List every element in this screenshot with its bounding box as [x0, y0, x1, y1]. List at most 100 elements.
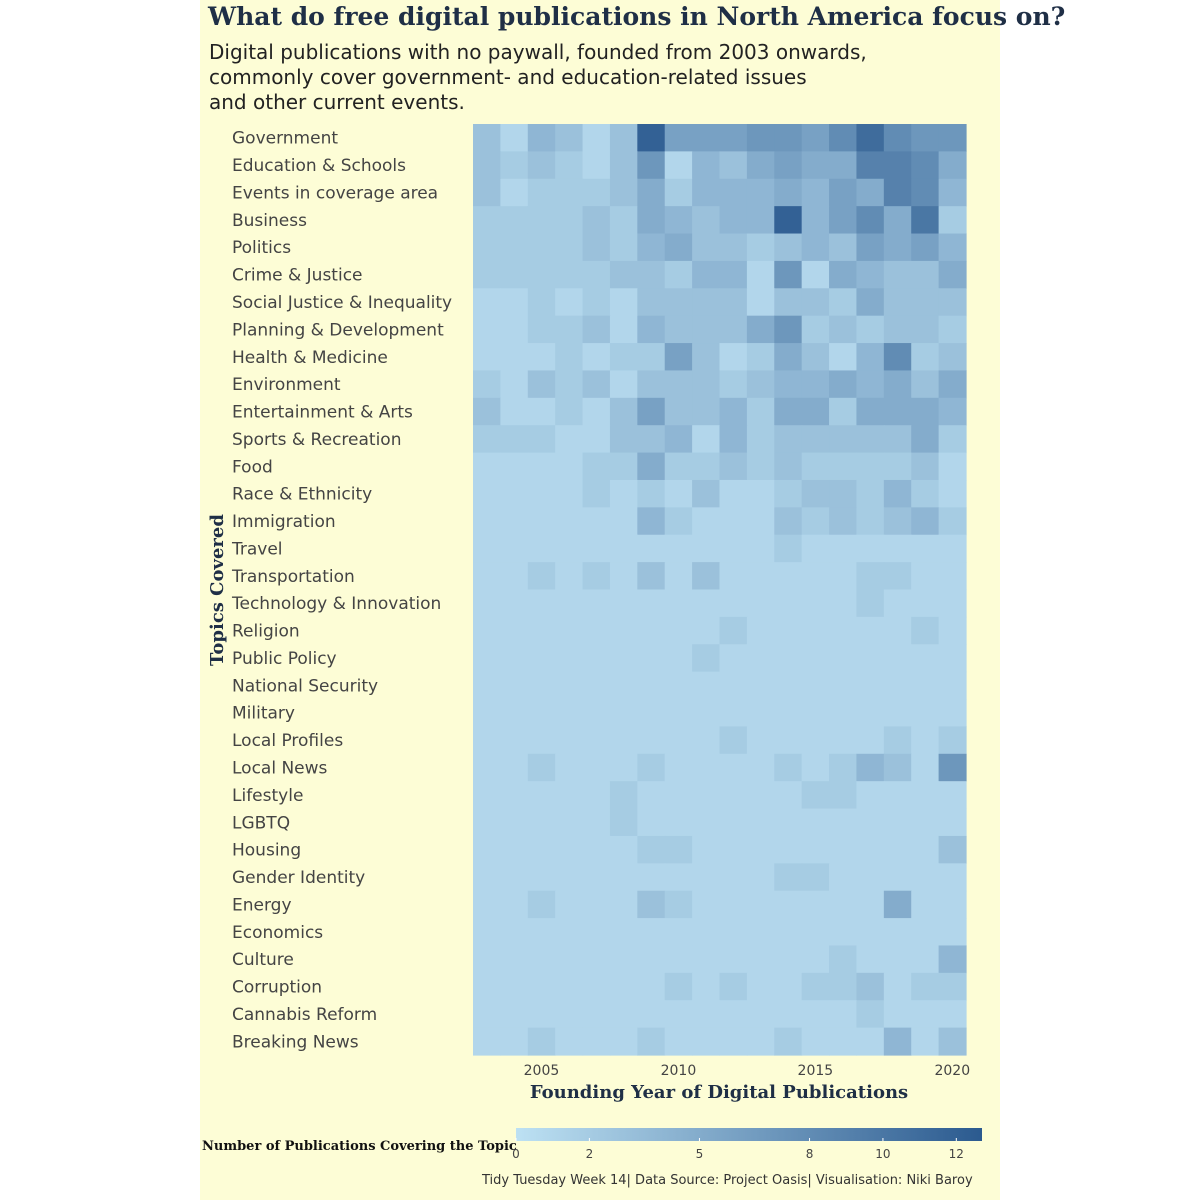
heatmap-cell	[829, 288, 858, 317]
subtitle-line: commonly cover government- and education…	[209, 65, 807, 89]
heatmap-cell	[500, 835, 529, 864]
heatmap-cell	[856, 699, 885, 728]
heatmap-cell	[829, 1027, 858, 1056]
heatmap-cell	[473, 425, 501, 454]
y-tick-label: Energy	[232, 895, 292, 915]
heatmap-cell	[582, 397, 611, 426]
heatmap-cell	[774, 918, 803, 947]
heatmap-cell	[527, 370, 556, 399]
heatmap-cell	[938, 206, 967, 235]
heatmap-cell	[500, 616, 529, 645]
heatmap-cell	[664, 479, 693, 508]
heatmap-cell	[746, 233, 775, 262]
heatmap-cell	[692, 315, 721, 344]
heatmap-cell	[883, 781, 912, 810]
heatmap-cell	[911, 124, 940, 152]
heatmap-cell	[883, 918, 912, 947]
heatmap-cell	[609, 260, 638, 289]
legend-tick-label: 8	[806, 1147, 814, 1161]
heatmap-cell	[500, 260, 529, 289]
heatmap-cell	[801, 315, 830, 344]
heatmap-cell	[719, 753, 748, 782]
heatmap-cell	[527, 918, 556, 947]
heatmap-cell	[938, 534, 967, 563]
heatmap-cell	[500, 233, 529, 262]
heatmap-cell	[582, 589, 611, 618]
heatmap-cell	[938, 260, 967, 289]
heatmap-cell	[774, 671, 803, 700]
y-tick-label: Politics	[232, 238, 291, 258]
heatmap-cell	[746, 835, 775, 864]
heatmap-cell	[746, 260, 775, 289]
x-tick-label: 2005	[524, 1063, 560, 1079]
heatmap-cell	[829, 151, 858, 180]
heatmap-cell	[637, 890, 666, 919]
heatmap-cell	[801, 972, 830, 1001]
heatmap-cell	[555, 699, 584, 728]
heatmap-cell	[801, 233, 830, 262]
heatmap-cell	[555, 452, 584, 481]
heatmap-cell	[500, 534, 529, 563]
heatmap-cell	[637, 260, 666, 289]
heatmap-cell	[609, 726, 638, 755]
heatmap-cell	[582, 808, 611, 837]
heatmap-cell	[500, 726, 529, 755]
heatmap-cell	[692, 781, 721, 810]
heatmap-cell	[883, 151, 912, 180]
heatmap-cell	[692, 233, 721, 262]
y-tick-label: Cannabis Reform	[232, 1005, 377, 1025]
heatmap-cell	[527, 616, 556, 645]
heatmap-cell	[609, 863, 638, 892]
heatmap-cell	[473, 753, 501, 782]
heatmap-cell	[500, 918, 529, 947]
heatmap-cell	[938, 835, 967, 864]
heatmap-cell	[938, 863, 967, 892]
heatmap-cell	[938, 1000, 967, 1029]
heatmap-cell	[500, 699, 529, 728]
y-tick-label: Planning & Development	[232, 320, 444, 340]
heatmap-cell	[883, 370, 912, 399]
heatmap-cell	[746, 671, 775, 700]
heatmap-cell	[774, 863, 803, 892]
heatmap-cell	[746, 945, 775, 974]
heatmap-cell	[856, 315, 885, 344]
heatmap-cell	[856, 562, 885, 591]
heatmap-cell	[555, 343, 584, 372]
heatmap-cell	[719, 124, 748, 152]
heatmap-cell	[774, 890, 803, 919]
heatmap-cell	[637, 699, 666, 728]
heatmap-cell	[500, 753, 529, 782]
x-tick-labels: 2005 2010 2015 2020	[524, 1063, 970, 1079]
heatmap-cell	[609, 1027, 638, 1056]
legend-tick-label: 2	[586, 1147, 594, 1161]
heatmap-cell	[609, 589, 638, 618]
heatmap-cell	[911, 753, 940, 782]
heatmap-cell	[719, 1027, 748, 1056]
heatmap-cell	[500, 507, 529, 536]
heatmap-cell	[746, 918, 775, 947]
heatmap-cell	[801, 370, 830, 399]
heatmap-cell	[829, 343, 858, 372]
heatmap-cell	[938, 972, 967, 1001]
heatmap-cell	[609, 753, 638, 782]
subtitle-line: and other current events.	[209, 90, 465, 114]
heatmap-cell	[637, 233, 666, 262]
heatmap-cell	[664, 425, 693, 454]
heatmap-cells	[473, 124, 967, 1056]
heatmap-cell	[637, 343, 666, 372]
heatmap-cell	[582, 479, 611, 508]
heatmap-cell	[774, 945, 803, 974]
heatmap-cell	[500, 589, 529, 618]
heatmap-cell	[774, 124, 803, 152]
heatmap-cell	[473, 288, 501, 317]
heatmap-cell	[801, 151, 830, 180]
heatmap-cell	[692, 425, 721, 454]
heatmap-cell	[774, 616, 803, 645]
heatmap-cell	[829, 507, 858, 536]
heatmap-cell	[555, 260, 584, 289]
heatmap-cell	[692, 124, 721, 152]
heatmap-cell	[664, 343, 693, 372]
heatmap-cell	[527, 288, 556, 317]
heatmap-cell	[856, 1027, 885, 1056]
heatmap-cell	[664, 178, 693, 207]
